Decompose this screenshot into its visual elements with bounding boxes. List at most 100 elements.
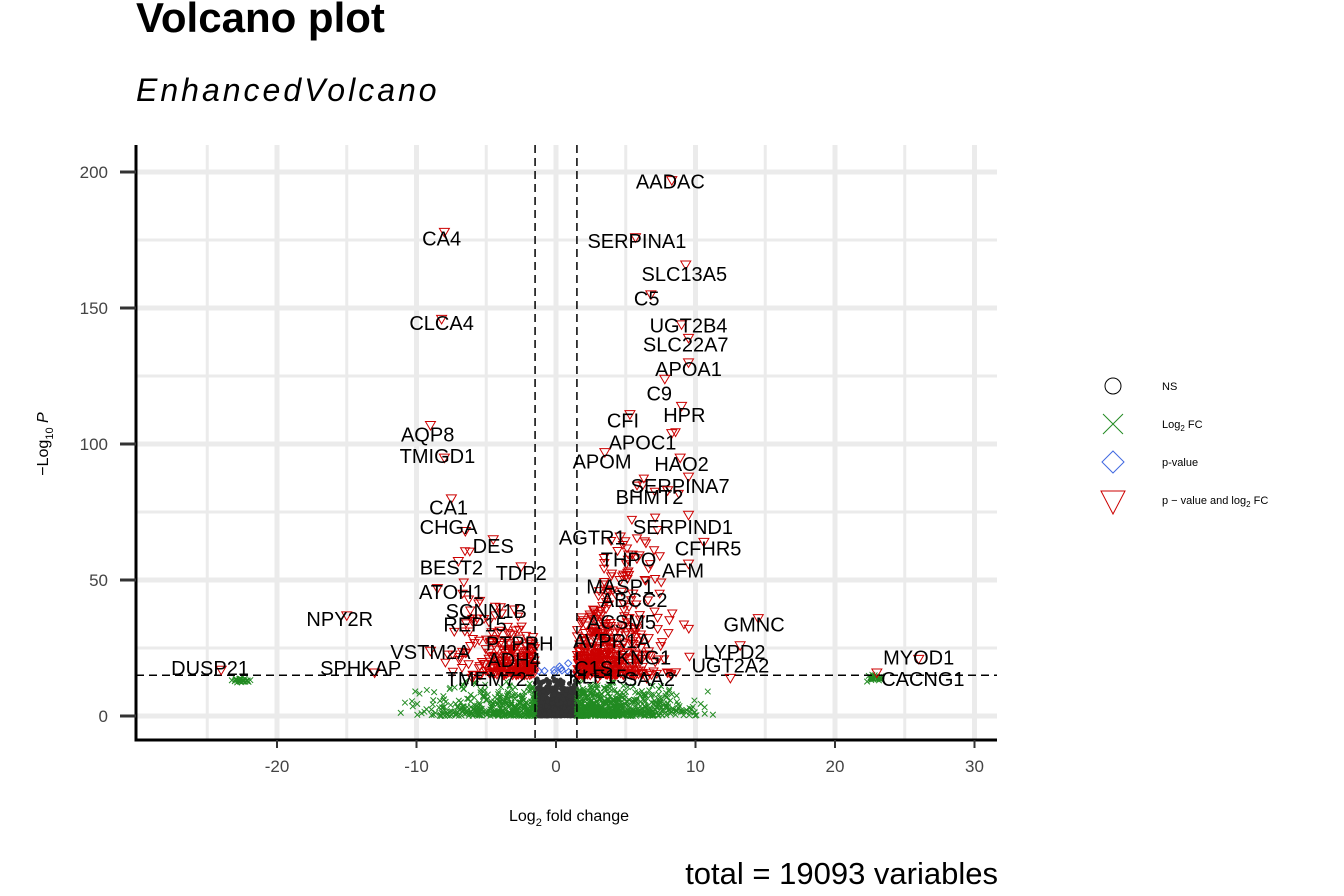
point-significant <box>499 652 510 662</box>
point-log2fc <box>442 708 450 716</box>
point-significant <box>494 603 507 614</box>
point-significant <box>642 596 654 606</box>
point-significant <box>652 525 663 536</box>
point-ns <box>544 699 550 705</box>
point-log2fc <box>604 690 611 697</box>
point-significant <box>522 654 534 665</box>
point-significant <box>649 513 661 523</box>
point-significant <box>456 663 468 674</box>
point-significant <box>454 653 465 663</box>
point-log2fc <box>600 684 608 692</box>
point-log2fc <box>423 686 430 694</box>
point-significant <box>580 621 592 631</box>
point-log2fc <box>412 688 419 695</box>
point-log2fc <box>657 682 665 690</box>
point-significant <box>215 665 228 676</box>
point-significant <box>635 630 647 640</box>
point-significant <box>466 673 479 684</box>
point-log2fc <box>484 711 491 718</box>
point-significant <box>494 626 505 636</box>
point-significant <box>683 624 695 635</box>
point-log2fc <box>476 699 483 707</box>
point-significant <box>649 658 661 668</box>
point-log2fc <box>642 698 649 705</box>
point-significant <box>610 590 621 600</box>
point-log2fc <box>494 700 502 708</box>
x-tick-label: 10 <box>686 757 705 776</box>
point-ns <box>559 679 565 685</box>
point-significant <box>598 559 610 569</box>
point-log2fc <box>485 708 493 715</box>
point-log2fc <box>517 699 524 706</box>
point-log2fc <box>480 692 487 699</box>
point-significant <box>624 410 636 421</box>
point-log2fc <box>709 711 717 718</box>
x-tick-label: -10 <box>404 757 429 776</box>
point-ns <box>540 679 546 685</box>
gene-label: SLC22A7 <box>643 335 729 357</box>
point-significant <box>662 629 674 639</box>
point-log2fc <box>482 681 489 688</box>
point-ns <box>535 679 541 685</box>
point-significant <box>368 668 381 679</box>
point-log2fc <box>620 711 628 718</box>
point-log2fc <box>511 691 519 699</box>
gene-label: BEST2 <box>420 558 483 580</box>
point-significant <box>598 564 610 574</box>
y-tick-label: 100 <box>80 435 108 454</box>
point-significant <box>520 631 532 642</box>
point-significant <box>503 656 515 666</box>
point-log2fc <box>590 690 597 698</box>
point-log2fc <box>588 708 595 716</box>
point-significant <box>622 648 633 658</box>
point-log2fc <box>581 712 589 719</box>
point-log2fc <box>582 694 589 701</box>
point-log2fc <box>516 699 524 706</box>
point-log2fc <box>663 712 670 719</box>
point-significant <box>643 564 655 574</box>
legend-label: Log2 FC <box>1162 419 1203 433</box>
point-significant <box>619 653 631 663</box>
point-log2fc <box>408 698 416 705</box>
point-log2fc <box>418 710 425 717</box>
gene-label: MASP1 <box>586 577 654 599</box>
point-significant <box>464 606 476 616</box>
point-significant <box>616 622 628 632</box>
point-ns <box>567 712 573 718</box>
legend-label: p − value and log2 FC <box>1162 495 1268 509</box>
point-significant <box>666 609 678 619</box>
point-log2fc <box>587 681 594 688</box>
gene-label: CFHR5 <box>675 539 742 561</box>
gene-label: VSTM2A <box>390 642 471 664</box>
point-log2fc <box>655 712 662 719</box>
point-significant <box>464 642 476 652</box>
point-log2fc <box>446 685 453 693</box>
point-significant <box>605 537 617 547</box>
point-log2fc <box>519 694 526 702</box>
point-significant <box>585 654 597 665</box>
gene-label: PTPRH <box>486 634 554 656</box>
point-significant <box>471 614 483 624</box>
gene-label: AADAC <box>636 171 705 193</box>
point-significant <box>340 611 353 622</box>
point-significant <box>593 592 604 602</box>
point-significant <box>579 637 590 647</box>
y-tick-label: 0 <box>99 707 108 726</box>
point-significant <box>656 638 668 648</box>
gene-label: CLCA4 <box>409 313 473 335</box>
point-significant <box>623 663 635 673</box>
point-significant <box>622 614 635 625</box>
point-log2fc <box>649 682 656 689</box>
point-ns <box>549 685 555 691</box>
point-log2fc <box>525 687 532 695</box>
point-log2fc <box>655 691 662 698</box>
point-significant <box>601 663 613 673</box>
point-significant <box>463 595 475 605</box>
point-significant <box>627 639 639 650</box>
point-significant <box>682 472 695 483</box>
gene-label: ADH4 <box>487 650 540 672</box>
point-log2fc <box>632 689 639 696</box>
point-significant <box>576 619 587 629</box>
point-log2fc <box>447 701 454 709</box>
